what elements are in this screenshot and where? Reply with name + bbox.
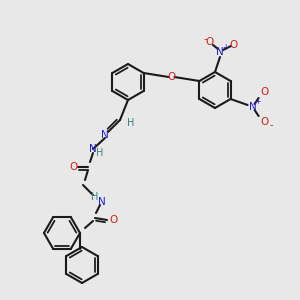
Text: N: N (89, 144, 97, 154)
Text: +: + (222, 44, 228, 52)
Text: N: N (249, 102, 256, 112)
Text: H: H (127, 118, 135, 128)
Text: O: O (260, 117, 269, 127)
Text: H: H (96, 148, 104, 158)
Text: O: O (206, 37, 214, 47)
Text: H: H (91, 192, 99, 202)
Text: +: + (254, 98, 261, 106)
Text: O: O (230, 40, 238, 50)
Text: -: - (203, 34, 207, 44)
Text: O: O (109, 215, 117, 225)
Text: O: O (70, 162, 78, 172)
Text: O: O (167, 72, 175, 82)
Text: N: N (98, 197, 106, 207)
Text: N: N (101, 130, 109, 140)
Text: O: O (260, 87, 269, 97)
Text: -: - (270, 120, 273, 130)
Text: N: N (216, 47, 224, 57)
